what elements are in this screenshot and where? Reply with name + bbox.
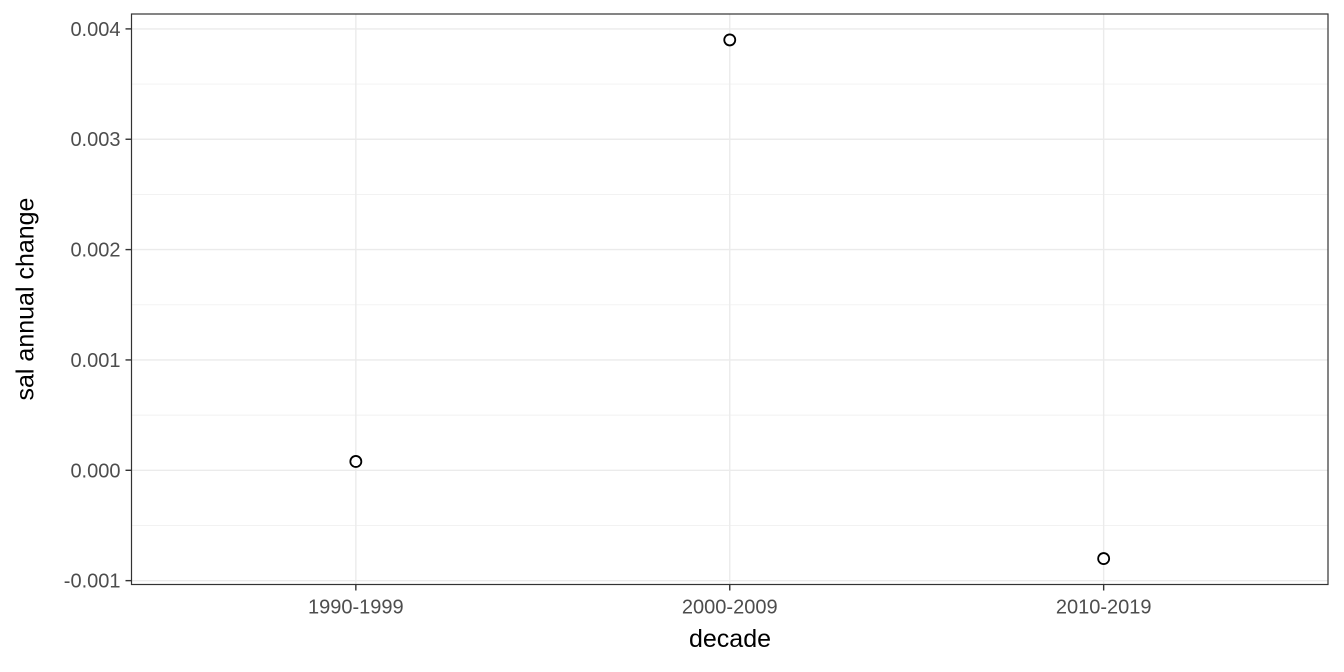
y-tick-label: 0.003: [70, 129, 120, 151]
x-tick-label: 1990-1999: [308, 597, 404, 619]
y-tick-label: 0.002: [70, 240, 120, 262]
y-axis-title: sal annual change: [11, 197, 40, 401]
x-tick-label: 2000-2009: [682, 597, 778, 619]
y-tick-label: 0.000: [70, 460, 120, 482]
data-point: [1097, 552, 1111, 565]
data-point: [349, 455, 363, 468]
data-point: [723, 33, 737, 47]
x-axis-title: decade: [688, 625, 772, 653]
y-tick-label: 0.004: [70, 19, 120, 41]
y-tick-label: 0.001: [70, 350, 120, 372]
x-tick-label: 2010-2019: [1056, 597, 1152, 619]
y-tick-label: -0.001: [64, 571, 121, 593]
